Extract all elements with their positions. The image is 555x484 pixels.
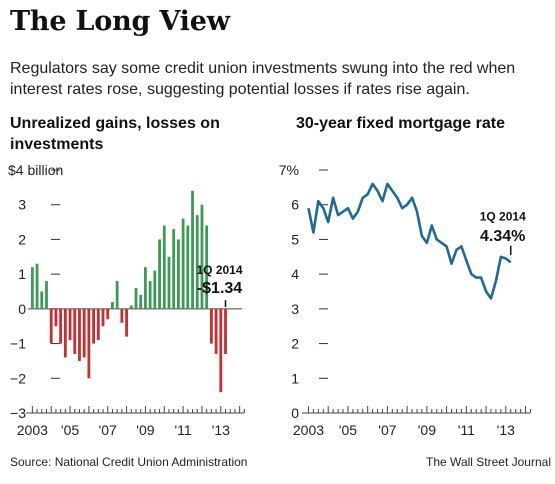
bar	[59, 308, 63, 344]
bar	[209, 308, 213, 344]
rate-line	[307, 182, 512, 300]
bar	[214, 308, 218, 354]
publisher-credit: The Wall Street Journal	[426, 455, 551, 469]
bar	[96, 308, 100, 341]
annotation-period: 1Q 2014	[196, 263, 242, 277]
y-tick-label: 2	[18, 231, 26, 247]
bar	[125, 308, 128, 337]
x-tick-label: 2003	[293, 422, 324, 438]
bar	[200, 204, 204, 309]
bar	[115, 281, 119, 309]
bar	[111, 301, 114, 309]
x-tick-label: '13	[497, 422, 515, 438]
x-tick-label: '09	[418, 422, 436, 438]
right-chart-title: 30-year fixed mortgage rate	[296, 115, 505, 132]
bar	[129, 305, 133, 309]
x-tick-label: '07	[378, 422, 396, 438]
bar	[120, 308, 124, 323]
x-tick-label: '13	[212, 422, 230, 438]
page-subtitle: Regulators say some credit union investm…	[10, 60, 516, 98]
bar	[134, 288, 138, 309]
annotation-period: 1Q 2014	[480, 209, 526, 223]
y-tick-label: −1	[10, 336, 26, 352]
bar	[54, 308, 58, 327]
bar	[139, 294, 143, 309]
y-tick-label: $4 billion	[8, 162, 63, 178]
bar	[153, 270, 157, 309]
bar	[172, 229, 176, 309]
bar	[45, 281, 48, 309]
bar	[106, 308, 110, 320]
y-tick-label: 1	[18, 266, 26, 282]
bar	[177, 239, 180, 309]
x-tick-label: '11	[175, 422, 192, 438]
bar	[158, 239, 161, 309]
left-chart-title: Unrealized gains, losses on investments	[10, 115, 220, 153]
y-tick-label: 3	[291, 301, 299, 317]
x-tick-label: '07	[99, 422, 117, 438]
y-tick-label: 0	[18, 301, 26, 317]
bar	[219, 308, 223, 393]
bar	[92, 308, 95, 344]
bar	[30, 267, 34, 309]
bar	[82, 308, 86, 358]
y-tick-label: 5	[291, 231, 299, 247]
bar	[191, 190, 194, 309]
bar	[40, 291, 44, 309]
y-tick-label: 1	[291, 370, 299, 386]
bar	[68, 308, 72, 341]
bar	[87, 308, 91, 379]
annotation-value: -$1.34	[197, 280, 242, 297]
y-tick-label: 0	[291, 405, 299, 421]
bar	[205, 225, 209, 309]
y-tick-label: −3	[10, 405, 26, 421]
source-note: Source: National Credit Union Administra…	[10, 455, 248, 469]
y-tick-label: 3	[18, 197, 26, 213]
x-tick-label: '05	[339, 422, 357, 438]
bar	[78, 308, 81, 361]
bar	[148, 281, 152, 309]
bar	[73, 308, 77, 354]
x-tick-label: '11	[458, 422, 475, 438]
x-tick-label: '09	[136, 422, 154, 438]
x-tick-label: '05	[61, 422, 79, 438]
y-tick-label: −2	[10, 370, 26, 386]
bar	[101, 308, 105, 327]
y-tick-label: 4	[291, 266, 299, 282]
bar	[195, 215, 199, 309]
bar	[144, 267, 147, 309]
bar	[162, 225, 166, 309]
bar	[35, 263, 39, 309]
bar	[167, 256, 171, 309]
bar	[181, 218, 185, 309]
y-tick-label: 2	[291, 336, 299, 352]
page-title: The Long View	[10, 6, 230, 37]
bar	[63, 308, 67, 358]
y-tick-label: 6	[291, 197, 299, 213]
annotation-value: 4.34%	[480, 228, 525, 245]
bar	[224, 308, 227, 354]
bar	[49, 308, 53, 344]
y-tick-label: 7%	[279, 162, 299, 178]
bar	[186, 225, 190, 309]
x-tick-label: 2003	[17, 422, 48, 438]
